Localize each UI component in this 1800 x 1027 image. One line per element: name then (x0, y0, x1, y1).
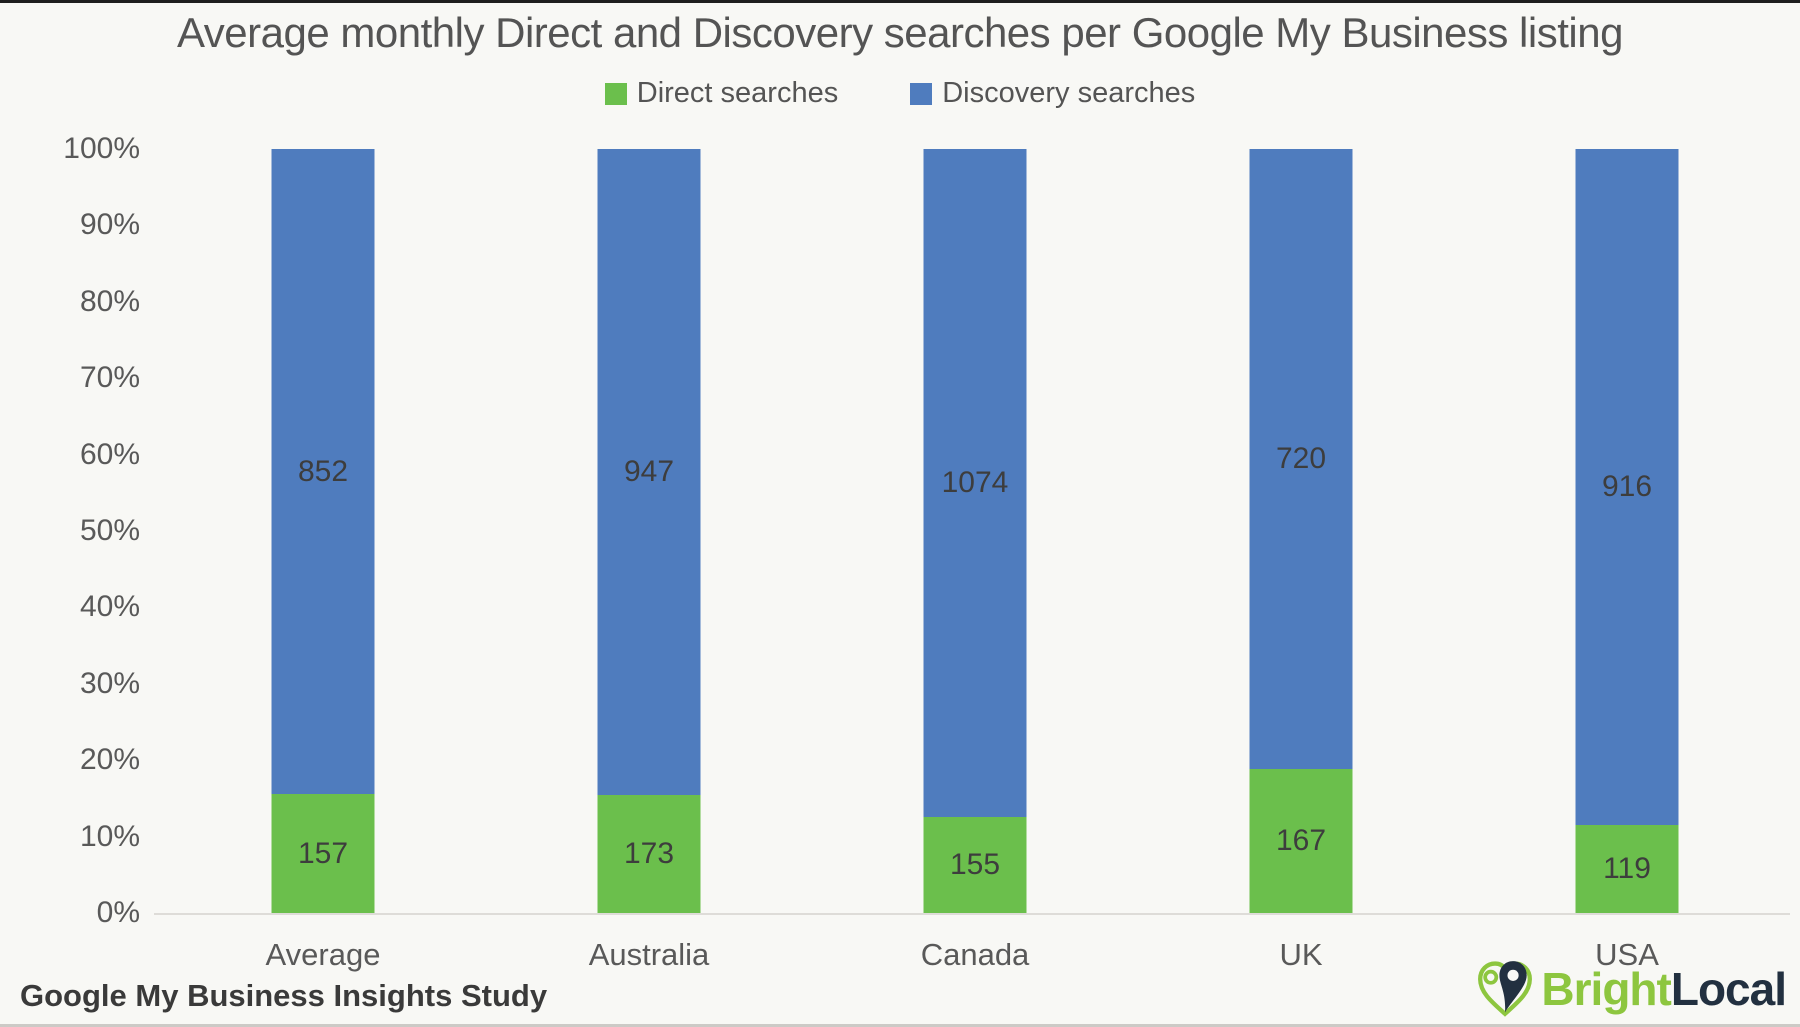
discovery-value-label: 1074 (941, 465, 1009, 499)
discovery-segment: 852 (271, 149, 375, 795)
direct-value-label: 155 (949, 847, 1001, 881)
discovery-segment: 916 (1575, 149, 1679, 826)
discovery-segment: 720 (1249, 149, 1353, 770)
stacked-bar: 916 119 (1575, 149, 1679, 913)
direct-value-label: 173 (623, 836, 675, 870)
stacked-bar: 947 173 (597, 149, 701, 913)
brightlocal-pin-heart-icon (1478, 961, 1533, 1017)
direct-legend-swatch (604, 82, 627, 105)
direct-legend-label: Direct searches (636, 77, 839, 109)
discovery-segment: 1074 (923, 149, 1027, 817)
bar-column: 947 173 Australia (486, 149, 812, 972)
stacked-bar: 720 167 (1249, 149, 1353, 913)
chart-title: Average monthly Direct and Discovery sea… (177, 9, 1623, 56)
y-tick-label: 40% (79, 590, 140, 624)
discovery-value-label: 852 (297, 454, 349, 488)
legend: Direct searches Discovery searches (0, 77, 1800, 110)
y-tick-label: 10% (79, 819, 140, 853)
brightlocal-logo: Bright Local (1474, 958, 1787, 1020)
direct-segment: 167 (1249, 769, 1353, 913)
stacked-bar: 852 157 (271, 149, 375, 913)
category-label: Australia (588, 937, 710, 972)
bar-column: 720 167 UK (1138, 149, 1464, 972)
category-label: USA (1595, 937, 1659, 972)
bar-column: 852 157 Average (160, 149, 486, 972)
direct-value-label: 157 (297, 836, 349, 870)
direct-segment: 119 (1575, 825, 1679, 913)
y-tick-label: 100% (63, 132, 140, 165)
y-tick-label: 80% (79, 284, 140, 318)
y-tick-label: 70% (79, 361, 140, 395)
discovery-legend-swatch (910, 82, 933, 105)
bar-column: 916 119 USA (1464, 149, 1790, 972)
direct-segment: 155 (923, 816, 1027, 913)
y-tick-label: 60% (79, 437, 140, 471)
brand-text-local: Local (1670, 963, 1787, 1015)
y-tick-label: 50% (79, 514, 140, 547)
bar-column: 1074 155 Canada (812, 149, 1138, 972)
source-label: Google My Business Insights Study (20, 978, 548, 1013)
direct-segment: 173 (597, 794, 701, 913)
category-label: Canada (920, 937, 1030, 972)
stacked-bar: 1074 155 (923, 149, 1027, 913)
x-axis-line (154, 913, 1790, 915)
legend-item-direct: Direct searches (604, 77, 839, 110)
y-tick-label: 20% (79, 743, 140, 777)
y-axis: 0% 10% 20% 30% 40% 50% 60% 70% 80% 90% 100% (0, 132, 140, 929)
y-tick-label: 0% (96, 896, 140, 929)
discovery-value-label: 947 (623, 454, 675, 488)
direct-segment: 157 (271, 794, 375, 913)
legend-item-discovery: Discovery searches (910, 77, 1195, 110)
y-tick-label: 30% (79, 666, 140, 700)
plot-area: 852 157 Average 947 173 Australia 1074 155 Canad… (154, 149, 1790, 972)
discovery-value-label: 720 (1275, 442, 1327, 476)
direct-value-label: 167 (1275, 824, 1327, 858)
discovery-segment: 947 (597, 149, 701, 795)
category-label: Average (265, 937, 381, 972)
category-label: UK (1279, 937, 1323, 972)
discovery-value-label: 916 (1601, 470, 1653, 504)
discovery-legend-label: Discovery searches (942, 77, 1196, 109)
direct-value-label: 119 (1603, 852, 1651, 886)
brand-text-bright: Bright (1541, 963, 1671, 1015)
y-tick-label: 90% (79, 208, 140, 242)
